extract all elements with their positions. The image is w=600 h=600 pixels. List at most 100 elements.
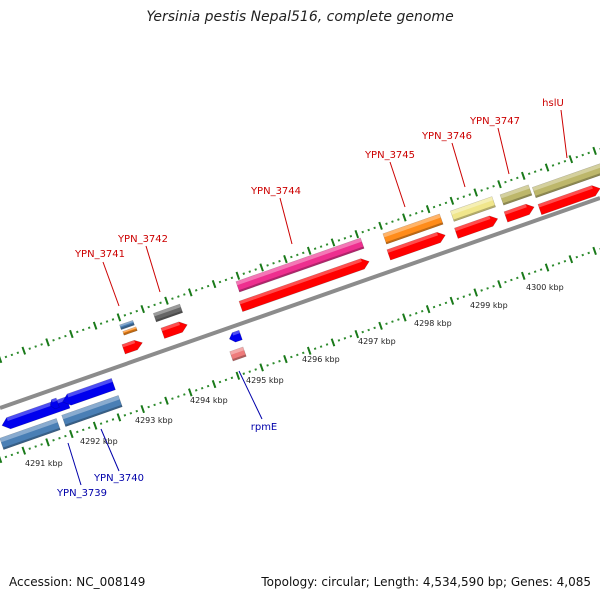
reverse-gene-arrow[interactable] xyxy=(49,397,60,410)
gene-label-ypn3741[interactable]: YPN_3741 xyxy=(74,249,125,260)
kbp-label: 4299 kbp xyxy=(470,301,508,310)
minor-tick xyxy=(194,289,198,292)
major-tick xyxy=(21,446,27,455)
minor-tick xyxy=(486,287,489,290)
minor-tick xyxy=(325,343,329,346)
minor-tick xyxy=(361,230,364,234)
minor-tick xyxy=(492,184,495,188)
minor-tick xyxy=(527,272,531,276)
gene-class-bar[interactable] xyxy=(0,418,61,450)
major-tick xyxy=(211,279,217,289)
label-leader-line xyxy=(102,261,120,307)
gene-label-ypn3742[interactable]: YPN_3742 xyxy=(117,234,168,245)
minor-tick xyxy=(504,180,507,184)
major-tick xyxy=(45,338,50,347)
minor-tick xyxy=(177,395,180,398)
minor-tick xyxy=(52,438,55,442)
minor-tick xyxy=(367,228,370,232)
gene-label-ypn3739[interactable]: YPN_3739 xyxy=(56,488,107,499)
major-tick xyxy=(140,304,145,314)
minor-tick xyxy=(397,218,400,221)
gene-class-bar[interactable] xyxy=(531,161,600,199)
minor-tick xyxy=(385,322,388,325)
gene-label-ypn3740[interactable]: YPN_3740 xyxy=(93,473,144,484)
minor-tick xyxy=(105,420,109,423)
forward-gene-arrow[interactable] xyxy=(238,256,371,312)
major-tick xyxy=(45,438,50,447)
minor-tick xyxy=(87,326,91,330)
minor-tick xyxy=(218,280,222,284)
gene-features xyxy=(0,161,600,450)
major-tick xyxy=(0,355,3,364)
forward-gene-arrow[interactable] xyxy=(160,320,189,339)
minor-tick xyxy=(468,293,472,296)
minor-tick xyxy=(40,443,43,446)
gene-class-bar[interactable] xyxy=(235,237,365,293)
minor-tick xyxy=(248,270,252,273)
minor-tick xyxy=(432,305,436,309)
gene-class-bar[interactable] xyxy=(119,320,135,330)
gene-class-bar[interactable] xyxy=(382,213,444,245)
gene-label-ypn3745[interactable]: YPN_3745 xyxy=(364,150,415,161)
major-tick xyxy=(402,213,407,222)
forward-gene-arrow[interactable] xyxy=(503,202,536,223)
label-leader-line xyxy=(238,370,263,420)
label-leader-line xyxy=(389,161,406,208)
major-tick xyxy=(116,313,122,322)
minor-tick xyxy=(64,434,67,438)
minor-tick xyxy=(349,334,353,338)
minor-tick xyxy=(325,243,329,246)
minor-tick xyxy=(290,255,293,259)
major-tick xyxy=(330,238,336,247)
minor-tick xyxy=(409,214,412,217)
forward-gene-arrow[interactable] xyxy=(537,183,600,216)
gene-class-bar[interactable] xyxy=(229,346,247,362)
minor-tick xyxy=(587,251,590,255)
gene-label-ypn3746[interactable]: YPN_3746 xyxy=(421,131,472,142)
minor-tick xyxy=(301,351,305,355)
major-tick xyxy=(378,221,383,230)
minor-tick xyxy=(563,260,567,263)
reverse-gene-arrow[interactable] xyxy=(61,378,116,407)
kbp-label: 4295 kbp xyxy=(246,376,284,385)
minor-tick xyxy=(34,345,37,348)
minor-tick xyxy=(153,303,156,307)
minor-tick xyxy=(171,297,174,300)
gene-class-bar[interactable] xyxy=(122,326,138,336)
forward-gene-arrow[interactable] xyxy=(386,230,447,261)
major-tick xyxy=(592,146,597,155)
minor-tick xyxy=(313,247,317,250)
gene-label-hslu[interactable]: hslU xyxy=(542,98,564,109)
gene-label-ypn3747[interactable]: YPN_3747 xyxy=(469,116,520,127)
minor-tick xyxy=(373,226,376,230)
forward-gene-arrow[interactable] xyxy=(454,214,499,239)
gene-class-bar[interactable] xyxy=(450,196,496,222)
minor-tick xyxy=(111,318,115,321)
major-tick xyxy=(378,321,383,330)
minor-tick xyxy=(527,172,531,176)
minor-tick xyxy=(504,280,507,284)
major-tick xyxy=(425,305,431,314)
major-tick xyxy=(164,396,169,405)
minor-tick xyxy=(581,153,585,157)
gene-label-ypn3744[interactable]: YPN_3744 xyxy=(250,186,301,197)
minor-tick xyxy=(575,155,579,159)
forward-gene-arrow[interactable] xyxy=(121,338,144,355)
minor-tick xyxy=(397,318,400,321)
gene-label-rpme[interactable]: rpmE xyxy=(251,422,278,433)
minor-tick xyxy=(177,295,180,298)
gene-class-bar[interactable] xyxy=(61,395,123,427)
minor-tick xyxy=(147,305,150,309)
gene-class-bar[interactable] xyxy=(152,303,184,323)
minor-tick xyxy=(10,353,14,357)
major-tick xyxy=(283,354,288,364)
minor-tick xyxy=(171,397,174,400)
minor-tick xyxy=(64,334,67,338)
minor-tick xyxy=(4,455,8,459)
reverse-gene-arrow[interactable] xyxy=(228,329,243,343)
minor-tick xyxy=(16,451,20,455)
gene-class-bar[interactable] xyxy=(499,184,533,206)
kbp-label: 4296 kbp xyxy=(302,355,340,364)
minor-tick xyxy=(81,428,85,432)
